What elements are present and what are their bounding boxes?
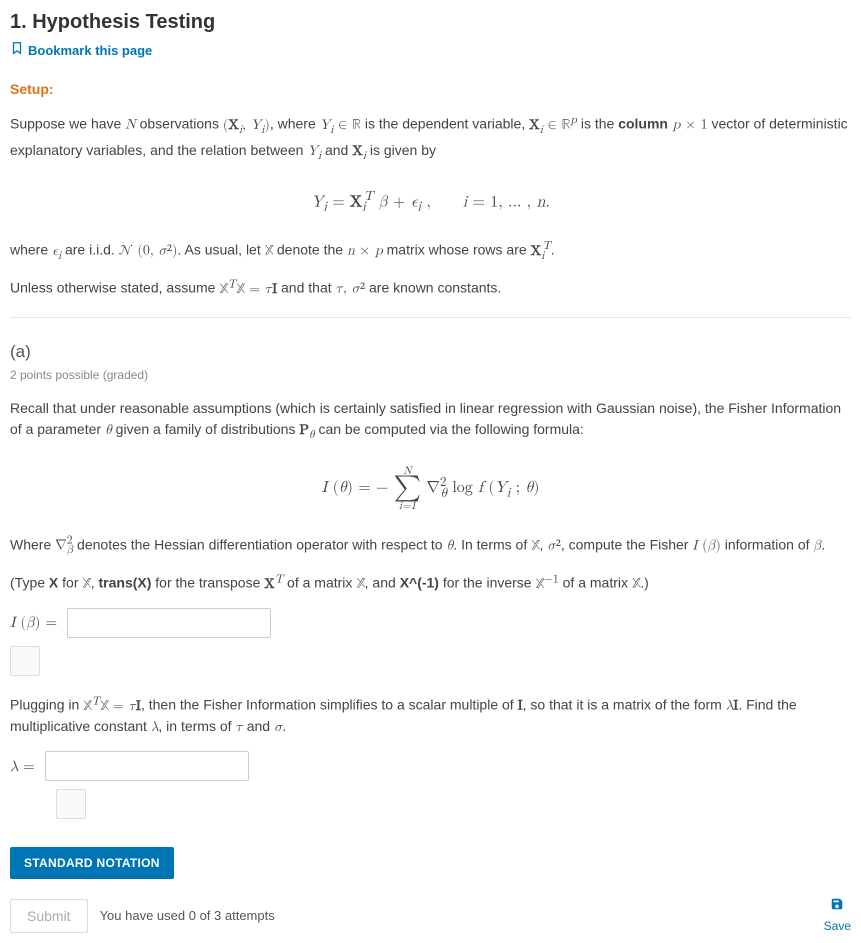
footer: Submit You have used 0 of 3 attempts Sav… <box>10 897 851 935</box>
setup-heading: Setup: <box>10 79 851 99</box>
equation-model: Yi = XiT β + ϵi , i = 1, … , n. <box>10 187 851 217</box>
bookmark-label: Bookmark this page <box>28 42 152 61</box>
answer-row-1: I (β) = <box>10 608 851 638</box>
points-possible: 2 points possible (graded) <box>10 367 851 384</box>
typing-hint: (Type X for 𝕏, trans(X) for the transpos… <box>10 572 851 594</box>
answer-2-label: λ = <box>10 756 35 778</box>
bookmark-icon <box>10 41 24 61</box>
divider <box>10 317 851 318</box>
bookmark-link[interactable]: Bookmark this page <box>10 41 851 61</box>
page-title: 1. Hypothesis Testing <box>10 8 851 37</box>
save-label: Save <box>824 918 851 935</box>
fisher-intro: Recall that under reasonable assumptions… <box>10 398 851 444</box>
save-button[interactable]: Save <box>824 897 851 935</box>
lambda-paragraph: Plugging in 𝕏T𝕏 = τI, then the Fisher In… <box>10 694 851 737</box>
standard-notation-button[interactable]: STANDARD NOTATION <box>10 847 174 879</box>
answer-2-input[interactable] <box>45 751 249 781</box>
part-a-label: (a) <box>10 340 851 365</box>
answer-1-input[interactable] <box>67 608 271 638</box>
setup-paragraph-1: Suppose we have N observations (Xi, Yi),… <box>10 113 851 165</box>
preview-box-1 <box>10 646 40 676</box>
preview-box-2 <box>56 789 86 819</box>
hessian-note: Where ∇2β denotes the Hessian differenti… <box>10 534 851 560</box>
save-icon <box>830 897 844 916</box>
setup-paragraph-2: where ϵi are i.i.d. 𝒩 (0, σ²). As usual,… <box>10 239 851 265</box>
setup-paragraph-3: Unless otherwise stated, assume 𝕏T𝕏 = τI… <box>10 277 851 299</box>
answer-row-2: λ = <box>10 751 851 781</box>
equation-fisher: I (θ) = − N ∑ i=1 ∇2θ log f (Yi ; θ) <box>10 466 851 511</box>
attempts-text: You have used 0 of 3 attempts <box>100 907 275 926</box>
answer-1-label: I (β) = <box>10 612 57 634</box>
submit-button[interactable]: Submit <box>10 899 88 933</box>
